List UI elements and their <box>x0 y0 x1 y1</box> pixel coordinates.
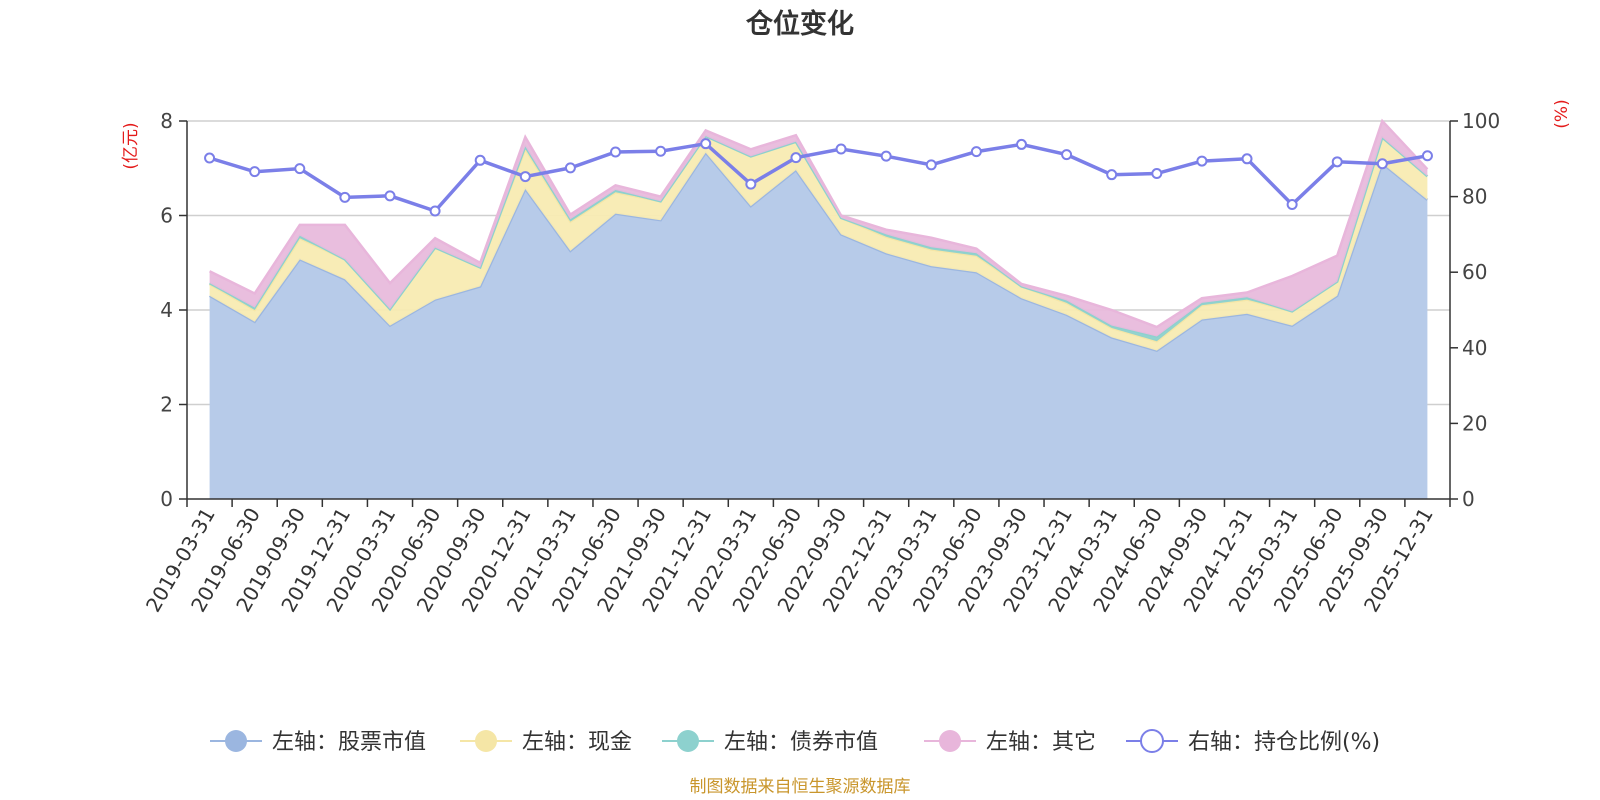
legend-marker-0 <box>225 730 247 752</box>
ratio-point-2023-06-30 <box>970 146 982 158</box>
right-tick-label-0: 0 <box>1462 487 1475 511</box>
ratio-point-2019-12-31 <box>339 191 351 203</box>
area-series-1 <box>209 136 1428 351</box>
left-tick-label-4: 4 <box>160 298 173 322</box>
legend-label-4: 右轴：持仓比例(%) <box>1188 730 1380 755</box>
right-tick-label-40: 40 <box>1462 336 1487 360</box>
ratio-point-2021-09-30 <box>655 145 667 157</box>
legend-label-1: 左轴：现金 <box>522 730 632 755</box>
ratio-point-2024-03-31 <box>1106 169 1118 181</box>
ratio-point-2020-09-30 <box>474 154 486 166</box>
legend-item-3[interactable]: 左轴：其它 <box>924 730 1096 755</box>
footer-source: 制图数据来自恒生聚源数据库 <box>690 777 911 797</box>
ratio-point-2025-09-30 <box>1376 158 1388 170</box>
left-tick-label-6: 6 <box>160 204 173 228</box>
legend-label-2: 左轴：债券市值 <box>724 730 878 755</box>
ratio-point-2023-09-30 <box>1015 138 1027 150</box>
ratio-point-2020-06-30 <box>429 205 441 217</box>
right-axis-unit: (%) <box>1552 99 1572 128</box>
left-tick-label-0: 0 <box>160 487 173 511</box>
ratio-point-2023-03-31 <box>925 159 937 171</box>
ratio-point-2020-03-31 <box>384 190 396 202</box>
legend-item-0[interactable]: 左轴：股票市值 <box>210 730 426 755</box>
left-tick-label-2: 2 <box>160 393 173 417</box>
ratio-point-2019-09-30 <box>294 163 306 175</box>
ratio-point-2022-09-30 <box>835 143 847 155</box>
left-axis-unit: (亿元) <box>121 122 141 169</box>
ratio-point-2021-12-31 <box>700 138 712 150</box>
right-tick-label-80: 80 <box>1462 185 1487 209</box>
left-tick-label-8: 8 <box>160 109 173 133</box>
legend-label-3: 左轴：其它 <box>986 730 1096 755</box>
ratio-point-2019-03-31 <box>204 152 216 164</box>
ratio-point-2024-09-30 <box>1196 155 1208 167</box>
holding-ratio-line <box>204 138 1433 217</box>
legend-marker-1 <box>475 730 497 752</box>
ratio-point-2022-12-31 <box>880 150 892 162</box>
ratio-point-2022-06-30 <box>790 152 802 164</box>
ratio-point-2022-03-31 <box>745 178 757 190</box>
legend-marker-4 <box>1140 729 1164 753</box>
chart-title: 仓位变化 <box>745 8 854 40</box>
legend-item-2[interactable]: 左轴：债券市值 <box>662 730 878 755</box>
ratio-point-2020-12-31 <box>519 171 531 183</box>
stacked-areas <box>208 118 1429 499</box>
ratio-point-2025-06-30 <box>1331 156 1343 168</box>
legend[interactable]: 左轴：股票市值 左轴：现金 左轴：债券市值 左轴：其它 右轴：持仓比例(%) <box>210 729 1380 755</box>
ratio-point-2025-12-31 <box>1421 150 1433 162</box>
legend-label-0: 左轴：股票市值 <box>272 730 426 755</box>
right-tick-label-20: 20 <box>1462 411 1487 435</box>
area-series-3 <box>209 121 1428 337</box>
right-tick-label-60: 60 <box>1462 260 1487 284</box>
ratio-point-2023-12-31 <box>1061 149 1073 161</box>
area-edge-series-3 <box>209 118 1429 329</box>
ratio-point-2024-06-30 <box>1151 168 1163 180</box>
legend-item-4[interactable]: 右轴：持仓比例(%) <box>1126 729 1380 755</box>
legend-item-1[interactable]: 左轴：现金 <box>460 730 632 755</box>
ratio-point-2021-06-30 <box>610 146 622 158</box>
ratio-line-path <box>209 141 1428 214</box>
legend-marker-3 <box>939 730 961 752</box>
right-tick-label-100: 100 <box>1462 109 1500 133</box>
legend-marker-2 <box>677 730 699 752</box>
ratio-point-2024-12-31 <box>1241 153 1253 165</box>
ratio-point-2019-06-30 <box>249 166 261 178</box>
area-series-0 <box>209 152 1428 499</box>
ratio-point-2025-03-31 <box>1286 199 1298 211</box>
ratio-point-2021-03-31 <box>564 162 576 174</box>
